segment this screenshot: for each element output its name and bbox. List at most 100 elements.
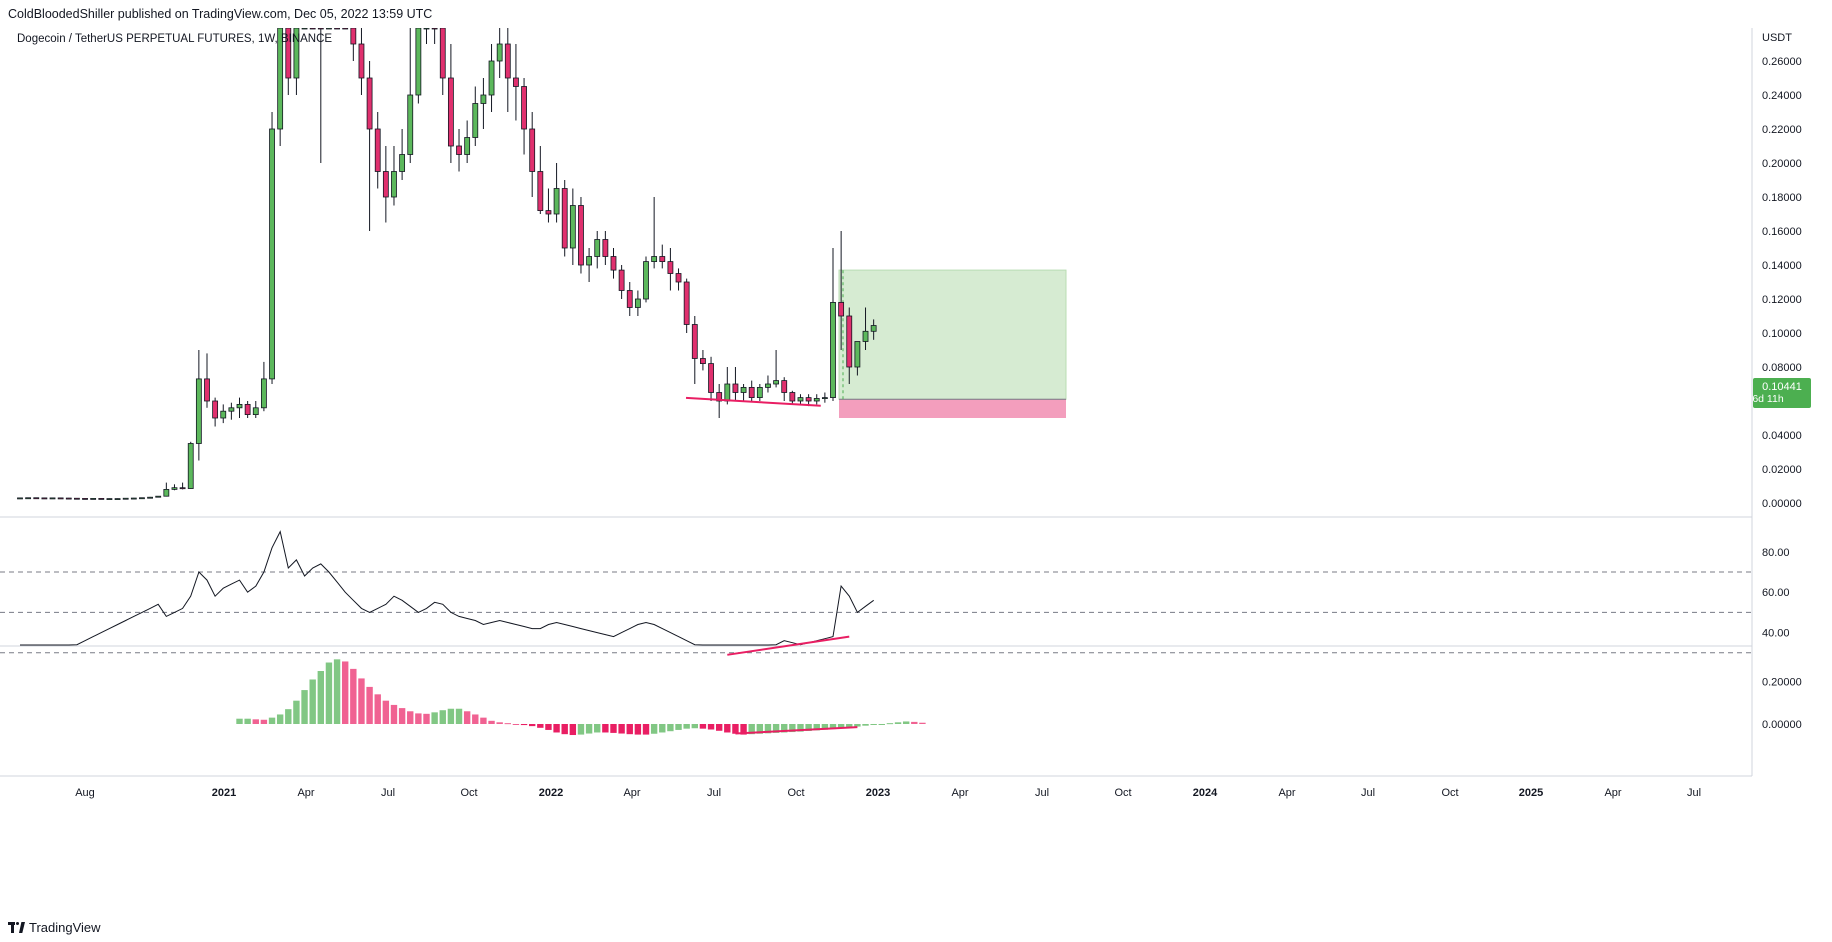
price-badge-background (1753, 378, 1811, 408)
macd-bar (837, 724, 845, 729)
macd-bar (781, 724, 788, 733)
candle-down (602, 239, 609, 257)
candle-up (862, 330, 869, 342)
candle-up (594, 239, 601, 257)
macd-bar (260, 719, 268, 724)
candle-up (407, 94, 414, 155)
time-tick-label: Apr (297, 787, 314, 799)
macd-bar (488, 720, 495, 724)
tradingview-logo[interactable]: TradingView (8, 920, 101, 935)
macd-bar (390, 704, 398, 724)
candle-up (569, 205, 576, 249)
candle-down (98, 498, 105, 500)
candle-down (456, 145, 462, 155)
macd-bar (886, 723, 894, 725)
macd-bar (911, 721, 918, 724)
candle-down (334, 27, 340, 30)
macd-bar (667, 724, 674, 732)
candle-down (545, 210, 552, 215)
time-tick-label: Oct (460, 787, 477, 799)
macd-bar (407, 711, 414, 724)
macd-bar (642, 724, 650, 735)
price-tick-label: 0.18000 (1762, 192, 1802, 204)
candle-down (748, 386, 755, 398)
candle-down (781, 380, 788, 393)
price-tick-label: 0.16000 (1762, 226, 1802, 238)
macd-bar (569, 724, 577, 736)
macd-bar (528, 724, 536, 727)
macd-bar (707, 724, 715, 730)
candle-up (480, 94, 487, 104)
macd-bar (602, 724, 609, 733)
price-tick-label: 0.22000 (1762, 124, 1802, 136)
macd-bar (537, 724, 544, 728)
last-price-badge: 0.10441 6d 11h (1752, 378, 1811, 408)
candle-up (171, 487, 178, 490)
candle-down (342, 27, 349, 30)
macd-bar (374, 694, 381, 724)
candle-up (147, 496, 153, 499)
macd-bar (634, 724, 642, 735)
candle-up (187, 443, 194, 489)
time-tick-label: Jul (381, 787, 395, 799)
candle-up (106, 498, 113, 500)
macd-bar (626, 724, 633, 735)
candle-up (830, 301, 836, 398)
candle-up (634, 298, 641, 308)
price-tick-label: 0.02000 (1762, 464, 1802, 476)
candle-down (447, 77, 454, 147)
candle-up (301, 27, 308, 30)
candle-up (472, 103, 479, 138)
macd-bar (366, 686, 373, 724)
candle-down (846, 315, 853, 368)
macd-bar (878, 724, 885, 725)
rsi-tick-label: 60.00 (1762, 587, 1790, 599)
macd-bar (829, 724, 837, 730)
macd-bar (594, 724, 601, 733)
candle-down (732, 383, 739, 393)
footer-brand: TradingView (29, 920, 101, 935)
candle-up (139, 497, 145, 500)
macd-bar (455, 708, 463, 724)
macd-bar (309, 679, 316, 724)
time-tick-label: 2021 (212, 787, 236, 799)
candle-down (561, 188, 568, 249)
candle-up (643, 261, 649, 300)
macd-bar (894, 722, 902, 724)
chart-frame[interactable]: 0.000000.020000.040000.060000.080000.100… (0, 27, 1832, 912)
candle-down (708, 363, 714, 393)
tradingview-icon (8, 922, 25, 933)
candle-up (391, 171, 397, 198)
candle-down (33, 497, 40, 500)
candle-down (309, 27, 316, 30)
rsi-trendline (727, 635, 850, 656)
chart-canvas[interactable]: 0.000000.020000.040000.060000.080000.100… (0, 27, 1832, 912)
candle-up (326, 27, 332, 30)
macd-bar (293, 700, 300, 724)
macd-bar (854, 724, 861, 727)
price-tick-label: 0.00000 (1762, 498, 1802, 510)
candle-down (74, 497, 80, 500)
candle-down (513, 77, 519, 87)
candlestick-series (17, 27, 877, 500)
candle-up (155, 495, 162, 498)
macd-bar (382, 700, 390, 724)
macd-bar (650, 724, 658, 734)
candle-down (789, 392, 796, 402)
footer: TradingView (0, 912, 1832, 942)
macd-bar (740, 724, 747, 735)
candle-down (667, 261, 674, 274)
rsi-series (0, 530, 1752, 654)
candle-up (130, 497, 137, 500)
candle-up (269, 128, 275, 380)
macd-bar (675, 724, 682, 730)
macd-bar (724, 724, 731, 733)
candle-down (374, 128, 381, 172)
rsi-tick-label: 40.00 (1762, 628, 1790, 640)
macd-bar (756, 724, 764, 734)
candle-up (496, 43, 503, 62)
macd-bar (561, 724, 568, 735)
candle-down (529, 128, 536, 172)
candle-down (65, 497, 72, 500)
time-tick-label: Apr (1278, 787, 1295, 799)
